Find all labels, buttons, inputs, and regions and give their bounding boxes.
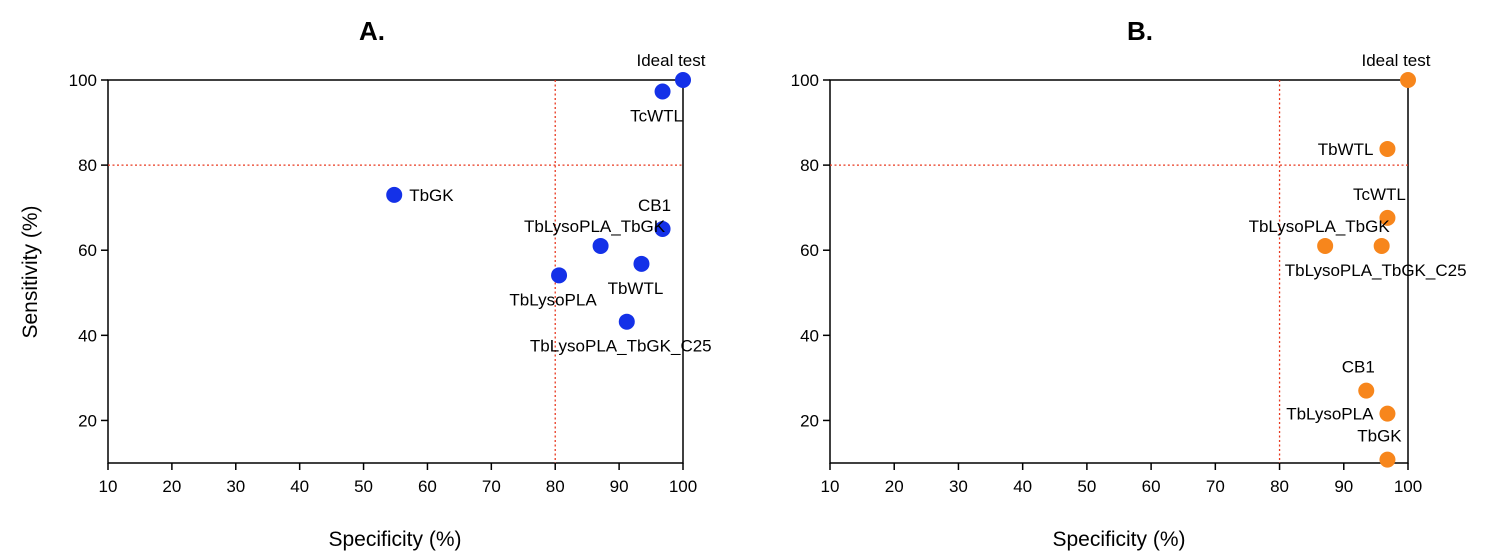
panel-a-x-ticks: 10 20 30 40 50 60 70 80 90 100	[99, 463, 697, 496]
point-label: TbLysoPLA	[509, 290, 597, 309]
panel-a-points	[386, 72, 691, 330]
data-point	[1379, 451, 1396, 468]
data-point	[1373, 237, 1390, 254]
x-tick-label: 20	[162, 477, 181, 496]
point-label: TbGK	[1357, 427, 1402, 446]
panel-a-y-ticks: 20 40 60 80 100	[69, 71, 108, 430]
panel-b-y-ticks: 20 40 60 80 100	[791, 71, 830, 430]
data-point	[1400, 72, 1416, 88]
x-tick-label: 80	[546, 477, 565, 496]
data-point	[1379, 405, 1396, 422]
panel-a-ylabel: Sensitivity (%)	[19, 205, 42, 338]
y-tick-label: 40	[78, 326, 97, 345]
data-point	[1358, 382, 1375, 399]
y-tick-label: 40	[800, 326, 819, 345]
x-tick-label: 90	[1334, 477, 1353, 496]
point-label: TbLysoPLA_TbGK	[1249, 217, 1391, 236]
data-point	[675, 72, 691, 88]
y-tick-label: 20	[78, 411, 97, 430]
data-point	[618, 313, 635, 330]
panel-a: A. Sensitivity (%) Specificity (%) 10 20 3…	[19, 16, 712, 551]
data-point	[1317, 237, 1334, 254]
point-label: TcWTL	[1353, 185, 1406, 204]
point-label: TbWTL	[1318, 140, 1374, 159]
point-label: TcWTL	[630, 106, 683, 125]
point-label: Ideal test	[1362, 51, 1431, 70]
x-tick-label: 20	[885, 477, 904, 496]
panel-b-xlabel: Specificity (%)	[1052, 528, 1185, 551]
data-point	[1379, 140, 1396, 157]
y-tick-label: 20	[800, 411, 819, 430]
panel-b-x-ticks: 10 20 30 40 50 60 70 80 90 100	[821, 463, 1422, 496]
panel-b-point-labels: Ideal test TbWTL TcWTL TbLysoPLA_TbGK TbLyso…	[1249, 51, 1467, 446]
panel-b-plot-frame	[829, 79, 1409, 464]
data-point	[551, 267, 568, 284]
x-tick-label: 30	[226, 477, 245, 496]
data-point	[592, 237, 609, 254]
x-tick-label: 100	[669, 477, 697, 496]
point-label: CB1	[638, 196, 671, 215]
point-label: TbWTL	[608, 279, 664, 298]
x-tick-label: 90	[610, 477, 629, 496]
x-tick-label: 80	[1270, 477, 1289, 496]
x-tick-label: 40	[1013, 477, 1032, 496]
point-label: TbLysoPLA_TbGK_C25	[1285, 261, 1467, 280]
y-tick-label: 80	[78, 156, 97, 175]
x-tick-label: 50	[1077, 477, 1096, 496]
x-tick-label: 10	[821, 477, 840, 496]
panel-b-title: B.	[1127, 16, 1153, 46]
y-tick-label: 60	[800, 241, 819, 260]
panel-a-plot-frame	[107, 79, 684, 464]
y-tick-label: 60	[78, 241, 97, 260]
x-tick-label: 60	[418, 477, 437, 496]
x-tick-label: 10	[99, 477, 118, 496]
panel-b: B. Specificity (%) 10 20 30 40 50 60 70 80 90 100…	[791, 16, 1467, 551]
y-tick-label: 100	[69, 71, 97, 90]
point-label: TbGK	[409, 186, 454, 205]
data-point	[654, 220, 671, 237]
point-label: TbLysoPLA_TbGK	[524, 217, 666, 236]
x-tick-label: 70	[1206, 477, 1225, 496]
y-tick-label: 80	[800, 156, 819, 175]
panel-a-point-labels: Ideal test TcWTL TbGK CB1 TbLysoPLA_TbGK TbWT…	[409, 51, 711, 356]
x-tick-label: 100	[1394, 477, 1422, 496]
point-label: TbLysoPLA_TbGK_C25	[530, 337, 712, 356]
data-point	[654, 83, 671, 100]
point-label: Ideal test	[637, 51, 706, 70]
data-point	[633, 255, 650, 272]
panel-a-xlabel: Specificity (%)	[328, 528, 461, 551]
y-tick-label: 100	[791, 71, 819, 90]
x-tick-label: 40	[290, 477, 309, 496]
point-label: TbLysoPLA	[1286, 405, 1374, 424]
data-point	[1379, 209, 1396, 226]
x-tick-label: 30	[949, 477, 968, 496]
x-tick-label: 60	[1142, 477, 1161, 496]
panel-a-title: A.	[359, 16, 385, 46]
data-point	[386, 186, 403, 203]
panel-b-points	[1317, 72, 1416, 468]
x-tick-label: 70	[482, 477, 501, 496]
x-tick-label: 50	[354, 477, 373, 496]
point-label: CB1	[1342, 358, 1375, 377]
panel-b-reference-lines	[830, 80, 1408, 463]
panel-a-reference-lines	[108, 80, 683, 463]
